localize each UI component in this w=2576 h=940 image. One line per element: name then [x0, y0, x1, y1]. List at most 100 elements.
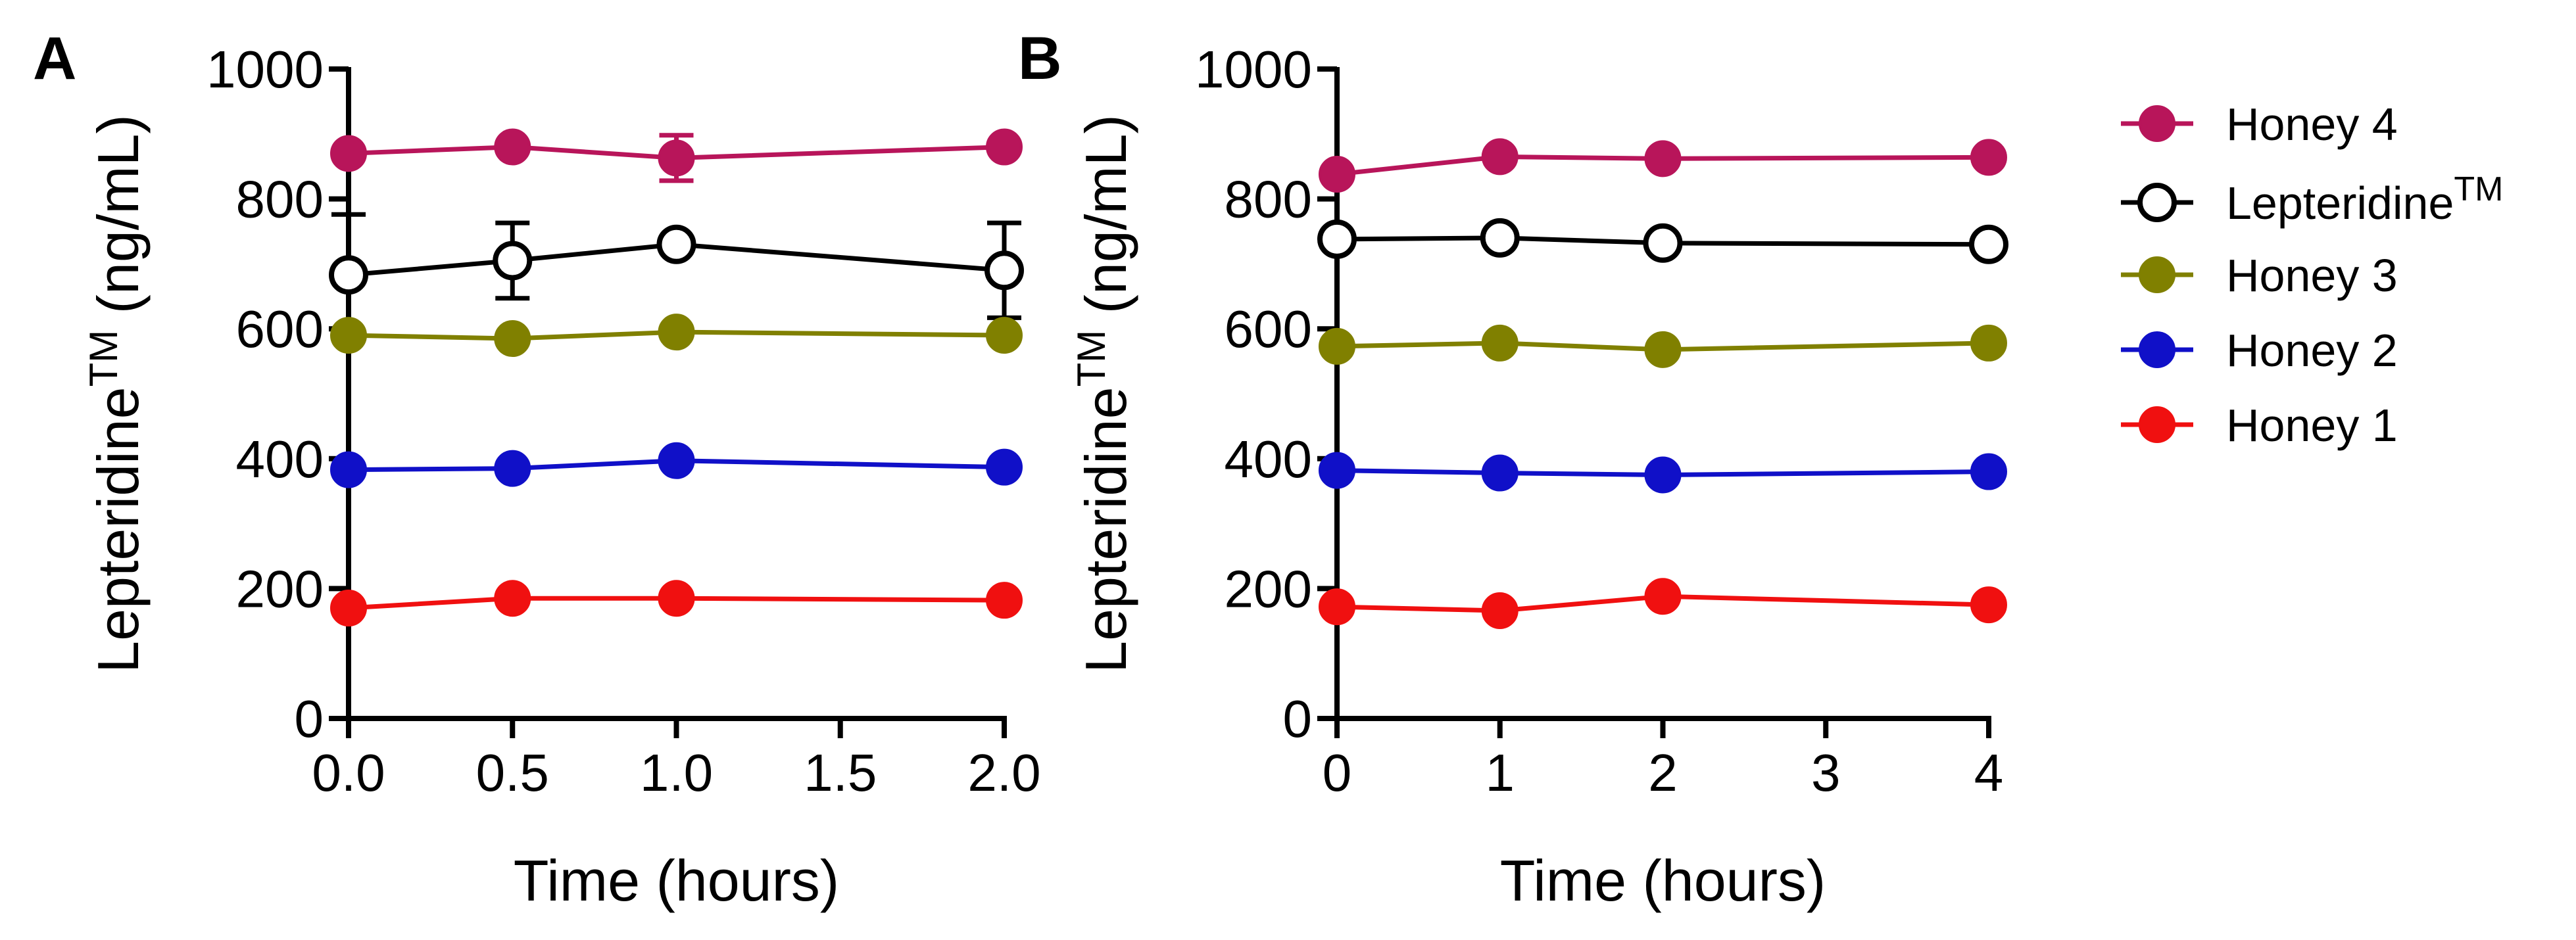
- data-point: [1481, 592, 1519, 629]
- x-tick-label: 0: [1323, 743, 1352, 802]
- data-point: [1317, 219, 1357, 259]
- x-tick-label: 1: [1486, 743, 1515, 802]
- data-point: [1970, 453, 2007, 490]
- legend-item: Honey 1: [2121, 400, 2398, 451]
- series-line: [348, 596, 1005, 611]
- x-axis-title: Time (hours): [514, 848, 839, 913]
- y-tick-label: 1000: [207, 40, 324, 99]
- series-line: [1336, 154, 1989, 177]
- series-honey-2: [1319, 452, 2007, 494]
- panel-a-letter: A: [33, 25, 76, 92]
- data-point: [658, 314, 695, 351]
- legend-label: Honey 1: [2226, 400, 2398, 451]
- y-tick-label: 600: [236, 300, 324, 358]
- legend-marker: [2139, 105, 2175, 142]
- x-tick-label: 1.5: [804, 743, 877, 802]
- data-point: [986, 128, 1023, 166]
- series-lepteridine: [329, 212, 1024, 338]
- data-point: [656, 224, 696, 264]
- legend-marker: [2137, 183, 2177, 222]
- data-point: [494, 320, 531, 358]
- legend-item: Honey 4: [2121, 99, 2398, 150]
- data-point: [658, 580, 695, 617]
- data-point: [1969, 224, 2008, 264]
- legend-item: Honey 2: [2121, 325, 2398, 376]
- data-point: [494, 450, 531, 487]
- data-point: [1481, 138, 1519, 176]
- series-honey-1: [1319, 578, 2007, 629]
- data-point: [1481, 324, 1519, 362]
- data-point: [984, 250, 1024, 291]
- data-point: [1644, 331, 1682, 368]
- data-point: [1644, 140, 1682, 177]
- legend: Honey 4 LepteridineTM Honey 3 Honey 2 Honey …: [2121, 99, 2503, 451]
- legend-label: Honey 4: [2226, 99, 2398, 150]
- series-line: [348, 329, 1005, 341]
- data-point: [1644, 456, 1682, 494]
- data-point: [658, 442, 695, 479]
- x-tick-label: 3: [1811, 743, 1841, 802]
- data-point: [494, 580, 531, 617]
- legend-marker: [2139, 406, 2175, 443]
- y-axis-title: LepteridineTM (ng/mL): [82, 114, 151, 673]
- y-tick-label: 200: [236, 559, 324, 618]
- series-line: [348, 145, 1005, 160]
- x-tick-label: 0.5: [476, 743, 549, 802]
- panel-b: B 0 200 400 600 800 1000 0 1 2 3 4 Time (hours) Lept…: [1018, 25, 2008, 913]
- series-honey-4: [330, 128, 1023, 183]
- data-point: [1643, 223, 1683, 263]
- y-tick-label: 1000: [1195, 40, 1312, 99]
- data-point: [493, 241, 533, 281]
- y-tick-label: 800: [236, 170, 324, 229]
- data-point: [494, 128, 531, 166]
- legend-label: Honey 2: [2226, 325, 2398, 376]
- legend-item: Honey 3: [2121, 250, 2398, 301]
- data-point: [1319, 588, 1355, 626]
- data-point: [1480, 218, 1520, 258]
- data-point: [1319, 452, 1355, 489]
- y-tick-label: 0: [1283, 690, 1313, 748]
- x-tick-label: 0.0: [312, 743, 385, 802]
- series-honey-1: [330, 580, 1023, 627]
- series-line: [1336, 594, 1989, 613]
- y-tick-label: 400: [1225, 430, 1312, 488]
- legend-marker: [2139, 256, 2175, 293]
- x-axis-title: Time (hours): [1500, 848, 1826, 913]
- series-line: [348, 458, 1005, 473]
- series-line: [1336, 235, 1989, 247]
- y-tick-label: 600: [1225, 300, 1312, 358]
- data-point: [986, 317, 1023, 354]
- data-point: [1319, 327, 1355, 365]
- data-point: [330, 451, 367, 488]
- legend-label: LepteridineTM: [2226, 170, 2503, 229]
- series-honey-2: [330, 442, 1023, 488]
- legend-label: Honey 3: [2226, 250, 2398, 301]
- series-honey-3: [330, 314, 1023, 358]
- data-point: [658, 139, 695, 177]
- data-point: [1481, 454, 1519, 492]
- series-line: [348, 242, 1005, 277]
- data-point: [986, 582, 1023, 619]
- series-line: [1336, 468, 1989, 478]
- panel-a: A 0 200 400 600 800 1000 0.0 0.5 1.0 1.5 2.0 Time (…: [33, 25, 1041, 913]
- legend-item: LepteridineTM: [2121, 170, 2503, 229]
- x-tick-label: 4: [1974, 743, 2004, 802]
- x-tick-label: 2: [1648, 743, 1678, 802]
- data-point: [1970, 324, 2007, 362]
- data-point: [329, 255, 368, 295]
- x-tick-label: 1.0: [640, 743, 713, 802]
- legend-marker: [2139, 331, 2175, 368]
- y-tick-label: 800: [1225, 170, 1312, 229]
- y-tick-label: 200: [1225, 559, 1312, 618]
- series-honey-3: [1319, 324, 2007, 368]
- y-axis-title: LepteridineTM (ng/mL): [1069, 114, 1138, 673]
- data-point: [1970, 139, 2007, 176]
- data-point: [1319, 156, 1355, 193]
- data-point: [330, 135, 367, 172]
- data-point: [986, 448, 1023, 486]
- series-lepteridine: [1317, 218, 2008, 264]
- panel-b-letter: B: [1018, 25, 1061, 92]
- x-tick-label: 2.0: [967, 743, 1040, 802]
- series-line: [1336, 341, 1989, 352]
